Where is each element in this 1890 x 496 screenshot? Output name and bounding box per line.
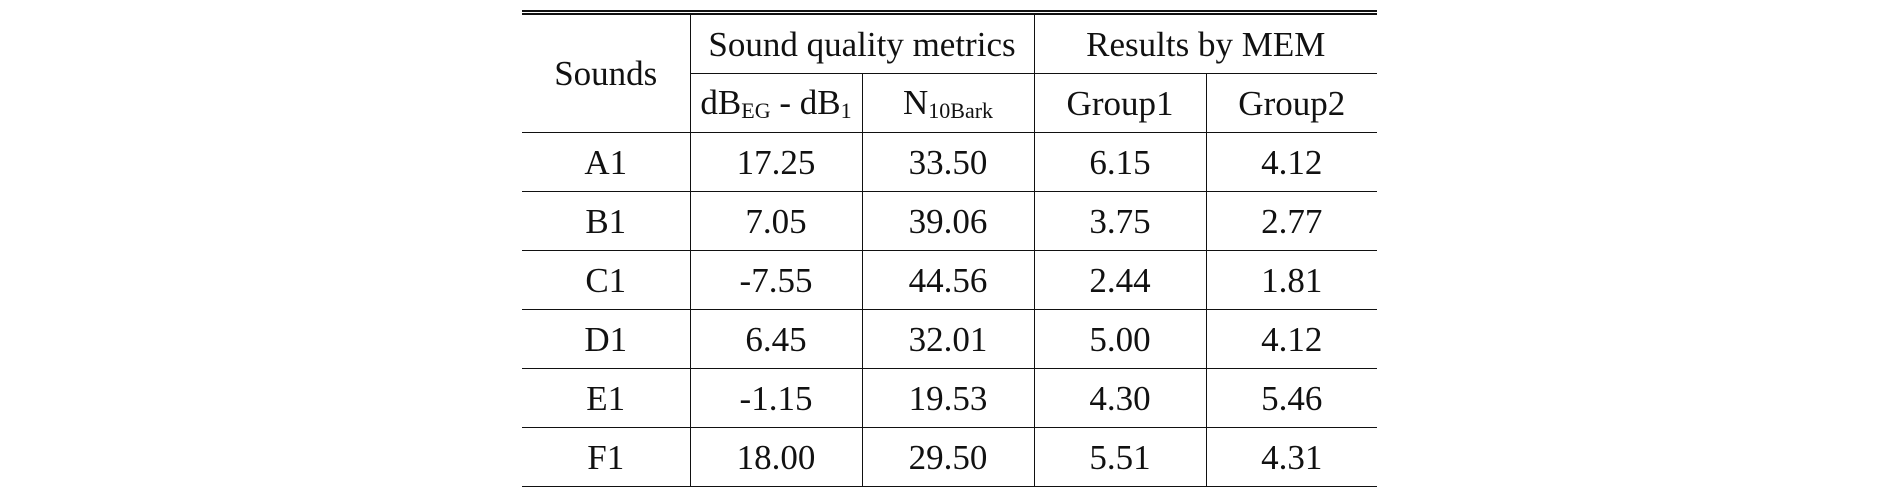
table-row: C1 -7.55 44.56 2.44 1.81	[522, 250, 1378, 310]
table-row: D1 6.45 32.01 5.00 4.12	[522, 309, 1378, 369]
group2-cell: 4.12	[1206, 132, 1378, 192]
group2-header: Group2	[1206, 73, 1378, 133]
group2-cell: 1.81	[1206, 250, 1378, 310]
group1-header: Group1	[1034, 73, 1207, 133]
group1-cell: 5.51	[1034, 427, 1207, 487]
table-row: F1 18.00 29.50 5.51 4.31	[522, 427, 1378, 487]
results-by-mem-header: Results by MEM	[1034, 10, 1378, 74]
group2-cell: 5.46	[1206, 368, 1378, 428]
table-row: B1 7.05 39.06 3.75 2.77	[522, 191, 1378, 251]
db-cell: -1.15	[690, 368, 863, 428]
header-row-1: Sounds Sound quality metrics Results by …	[522, 10, 1378, 133]
db-cell: 17.25	[690, 132, 863, 192]
sound-cell: E1	[522, 368, 691, 428]
sound-cell: D1	[522, 309, 691, 369]
db-cell: 7.05	[690, 191, 863, 251]
loudness-cell: 39.06	[862, 191, 1035, 251]
loudness-cell: 44.56	[862, 250, 1035, 310]
loudness-cell: 29.50	[862, 427, 1035, 487]
group1-cell: 6.15	[1034, 132, 1207, 192]
db-cell: 6.45	[690, 309, 863, 369]
loudness-cell: 19.53	[862, 368, 1035, 428]
table-row: A1 17.25 33.50 6.15 4.12	[522, 132, 1378, 192]
sounds-header: Sounds	[522, 10, 691, 133]
results-table-container: Sounds Sound quality metrics Results by …	[522, 10, 1378, 487]
loudness-header: N10Bark	[862, 73, 1035, 133]
results-table: Sounds Sound quality metrics Results by …	[522, 10, 1378, 487]
group1-cell: 4.30	[1034, 368, 1207, 428]
group1-cell: 3.75	[1034, 191, 1207, 251]
loudness-cell: 32.01	[862, 309, 1035, 369]
sound-cell: F1	[522, 427, 691, 487]
header-row-2: dBEG - dB1 N10Bark Group1 Group2	[522, 73, 1378, 133]
sound-cell: A1	[522, 132, 691, 192]
group2-cell: 4.31	[1206, 427, 1378, 487]
group1-cell: 5.00	[1034, 309, 1207, 369]
db-cell: -7.55	[690, 250, 863, 310]
group2-cell: 2.77	[1206, 191, 1378, 251]
db-difference-header: dBEG - dB1	[690, 73, 863, 133]
sound-quality-metrics-header: Sound quality metrics	[690, 10, 1035, 74]
group2-cell: 4.12	[1206, 309, 1378, 369]
table-row: E1 -1.15 19.53 4.30 5.46	[522, 368, 1378, 428]
sound-cell: C1	[522, 250, 691, 310]
group1-cell: 2.44	[1034, 250, 1207, 310]
db-cell: 18.00	[690, 427, 863, 487]
sound-cell: B1	[522, 191, 691, 251]
loudness-cell: 33.50	[862, 132, 1035, 192]
